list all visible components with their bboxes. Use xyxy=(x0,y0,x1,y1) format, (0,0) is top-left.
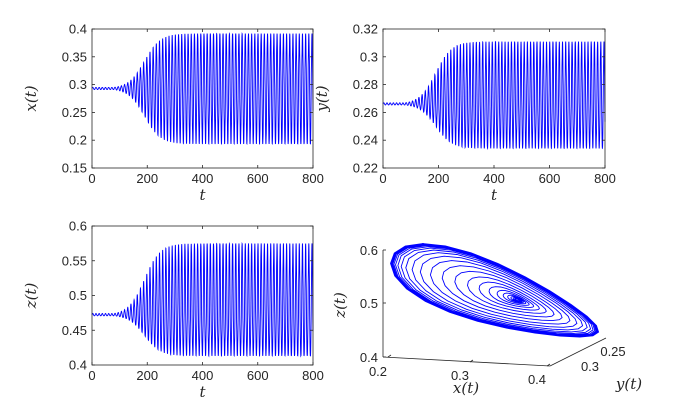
x-tick-mark xyxy=(387,354,392,358)
series-x-line xyxy=(91,32,314,145)
phase-trajectory-line xyxy=(390,243,600,338)
y-axis-label: z(t) xyxy=(22,283,40,310)
x-tick-label: 0.2 xyxy=(369,364,387,379)
x-tick-label: 0 xyxy=(88,171,95,186)
x-tick-label: 800 xyxy=(302,368,324,383)
x-tick-label: 800 xyxy=(302,171,324,186)
x-axis-label: t xyxy=(199,186,206,204)
y-tick-label: 0.24 xyxy=(353,133,378,148)
y-tick-label: 0.22 xyxy=(353,161,378,176)
x-axis-label: x(t) xyxy=(453,379,479,397)
x-tick-label: 400 xyxy=(192,368,214,383)
y-tick-label: 0.55 xyxy=(62,253,87,268)
x-axis-label: t xyxy=(199,383,206,401)
y-axis-label: x(t) xyxy=(22,85,40,111)
y-tick-label: 0.6 xyxy=(69,219,87,234)
x-axis-label: t xyxy=(491,186,498,204)
x-tick-label: 0.4 xyxy=(528,372,546,387)
y-tick-label: 0.3 xyxy=(69,77,87,92)
x-tick-label: 800 xyxy=(594,171,616,186)
z-tick-label: 0.5 xyxy=(360,296,378,311)
x-tick-label: 200 xyxy=(428,171,450,186)
y-tick-label: 0.25 xyxy=(600,344,625,359)
y-tick-label: 0.5 xyxy=(69,288,87,303)
y-tick-label: 0.26 xyxy=(353,105,378,120)
x-tick-label: 0 xyxy=(88,368,95,383)
y-tick-label: 0.4 xyxy=(69,358,87,373)
z-tick-label: 0.6 xyxy=(360,243,378,258)
y-tick-label: 0.15 xyxy=(62,161,87,176)
y-tick-label: 0.3 xyxy=(360,49,378,64)
z-tick-label: 0.4 xyxy=(360,350,378,365)
subplot-phase-portrait: 0.40.50.60.2 0.3 0.40.30.25x(t) y(t)z(t) xyxy=(331,243,642,397)
y-axis-label: y(t) xyxy=(313,85,331,112)
x-tick-label: 600 xyxy=(247,171,269,186)
x-tick-label: 200 xyxy=(136,368,158,383)
x-tick-label: 0 xyxy=(379,171,386,186)
series-z-line xyxy=(91,242,314,358)
y-tick-label: 0.4 xyxy=(69,22,87,37)
x-tick-label: 0.3 xyxy=(451,368,469,383)
x-axis-line xyxy=(382,356,551,367)
y-tick-label: 0.28 xyxy=(353,77,378,92)
y-tick-label: 0.32 xyxy=(353,22,378,37)
x-tick-label: 200 xyxy=(136,171,158,186)
y-axis-label: y(t) xyxy=(615,375,642,393)
x-tick-mark xyxy=(469,359,474,363)
y-tick-label: 0.45 xyxy=(62,323,87,338)
y-axis-line xyxy=(549,337,607,367)
x-tick-label: 400 xyxy=(483,171,505,186)
y-tick-label: 0.25 xyxy=(62,105,87,120)
y-tick-label: 0.2 xyxy=(69,133,87,148)
y-tick-label: 0.3 xyxy=(581,359,599,374)
x-tick-label: 400 xyxy=(192,171,214,186)
x-tick-label: 600 xyxy=(539,171,561,186)
subplot-x: 0 200 400 600 800 0.15 0.2 0.25 0.3 0.35 0.4 t x(t) xyxy=(22,22,324,205)
z-axis-label: z(t) xyxy=(331,292,349,319)
series-y-line xyxy=(382,40,606,151)
x-tick-label: 600 xyxy=(247,368,269,383)
y-tick-label: 0.35 xyxy=(62,49,87,64)
subplot-y: 0 200 400 600 800 0.22 0.24 0.26 0.28 0.3 0.32 t y(t… xyxy=(313,22,616,205)
x-tick-mark xyxy=(546,363,551,367)
subplot-z: 0 200 400 600 800 0.4 0.45 0.5 0.55 0.6 t z(t) xyxy=(22,219,324,402)
